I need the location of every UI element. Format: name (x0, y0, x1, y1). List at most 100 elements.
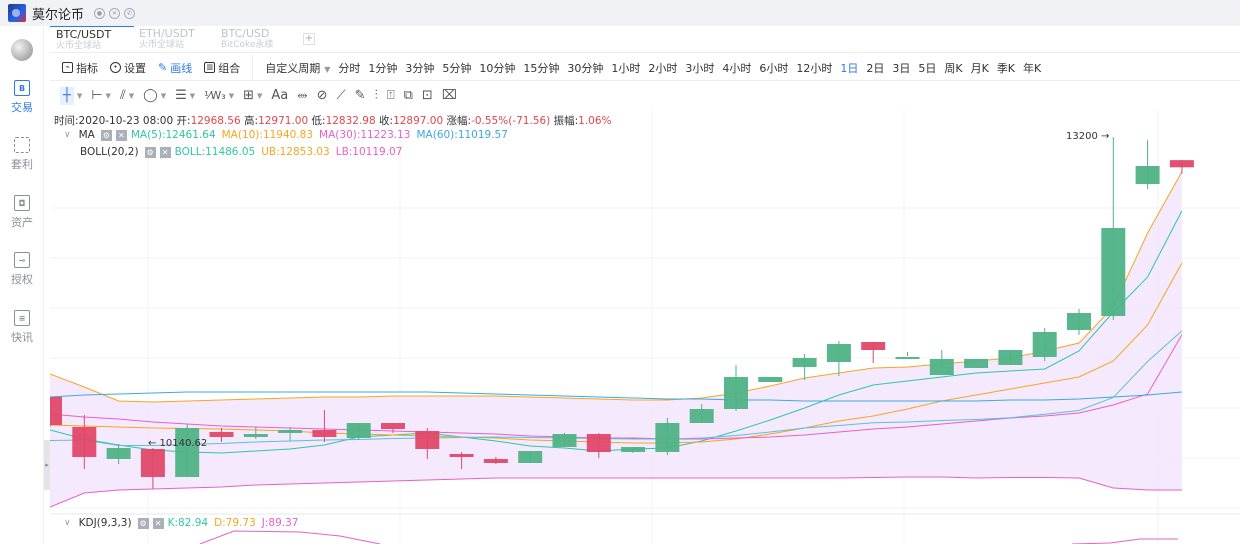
period-4h[interactable]: 4小时 (722, 61, 752, 75)
amplitude-value: 1.06% (578, 115, 612, 127)
boll-name: BOLL(20,2) (80, 146, 139, 158)
sidebar: B 交易 套利 ◘ 资产 ⊸ 授权 ≡ 快讯 (0, 26, 44, 544)
chevron-down-icon[interactable]: ∨ (64, 130, 71, 140)
sidebar-item-assets[interactable]: ◘ 资产 (0, 195, 44, 230)
open-label: 开: (176, 115, 191, 127)
period-3m[interactable]: 3分钟 (405, 61, 435, 75)
kline-chart[interactable] (50, 110, 1240, 544)
sidebar-item-label: 授权 (11, 273, 33, 286)
indicator-button[interactable]: ⌁ 指标 (62, 60, 98, 76)
text-tool[interactable]: Aa (271, 87, 288, 105)
rectangle-tool[interactable]: ⊞ ▼ (243, 87, 262, 105)
ohlc-info: 时间:2020-10-23 08:00 开:12968.56 高:12971.0… (54, 113, 612, 128)
period-fenshi[interactable]: 分时 (338, 61, 361, 75)
link-tool[interactable]: ⊘ (317, 87, 328, 105)
combo-button[interactable]: ▥ 组合 (204, 60, 240, 76)
sidebar-item-arbitrage[interactable]: 套利 (0, 137, 44, 172)
kdj-legend: ∨ KDJ(9,3,3) ⚙ ✕ K:82.94 D:79.73 J:89.37 (64, 517, 304, 529)
sidebar-item-label: 快讯 (11, 331, 33, 344)
chevron-down-icon: ▼ (160, 92, 167, 100)
sidebar-item-trade[interactable]: B 交易 (0, 80, 44, 115)
sidebar-logo[interactable] (11, 39, 33, 61)
chart-toolbar: ⌁ 指标 • 设置 ✎ 画线 ▥ 组合 自定义周期 ▼ 分时 1分钟 3分钟 5分… (50, 54, 1240, 81)
drawing-toolbar: ┼ ▼ ⊢ ▼ ⫽ ▼ ◯ ▼ ☰ ▼ ⅟W₃ ▼ ⊞ ▼ Aa ⥈ ⊘ ⟋ ✎ ⫶ ⍐ ⧉ … (50, 84, 1240, 108)
ma-close-button[interactable]: ✕ (115, 129, 127, 141)
add-tab-button[interactable]: + (303, 33, 315, 45)
parallel-lines-icon: ⫽ (119, 88, 126, 103)
ellipse-tool[interactable]: ◯ ▼ (143, 87, 166, 105)
combo-label: 组合 (218, 61, 241, 75)
period-1m[interactable]: 1分钟 (368, 61, 398, 75)
boll-settings-button[interactable]: ⚙ (144, 146, 156, 158)
period-30m[interactable]: 30分钟 (567, 61, 604, 75)
title-bar: 莫尔论币 ● ✕ ✆ (0, 0, 1240, 26)
parallel-lines-tool[interactable]: ⫽ ▼ (120, 87, 134, 105)
chart-line-icon: ⌁ (62, 62, 73, 73)
record-icon[interactable]: ● (94, 7, 106, 19)
sidebar-item-authorize[interactable]: ⊸ 授权 (0, 252, 44, 287)
kdj-close-button[interactable]: ✕ (152, 517, 164, 529)
ruler-tool[interactable]: ⟋ (337, 87, 346, 105)
open-value: 12968.56 (190, 115, 241, 127)
period-3d[interactable]: 3日 (892, 61, 911, 75)
period-quarter[interactable]: 季K (996, 61, 1016, 75)
period-1d[interactable]: 1日 (840, 61, 859, 75)
horizontal-ray-tool[interactable]: ⊢ ▼ (91, 87, 111, 105)
change-value: -0.55%(-71.56) (471, 115, 551, 127)
lock-tool[interactable]: ⍐ (387, 87, 395, 105)
chevron-down-icon: ▼ (189, 92, 196, 100)
arbitrage-icon (14, 137, 30, 153)
period-15m[interactable]: 15分钟 (523, 61, 560, 75)
tab-btc-usd[interactable]: BTC/USD BitCoke永续 (215, 28, 299, 53)
sidebar-collapse-handle[interactable]: ▸ (44, 440, 50, 490)
candlestick-chart[interactable] (50, 110, 1240, 544)
magnet-tool[interactable]: ⫶ (375, 87, 378, 105)
ma30-value: MA(30):11223.13 (319, 129, 411, 141)
kdj-settings-button[interactable]: ⚙ (137, 517, 149, 529)
tab-eth-usdt[interactable]: ETH/USDT 火币全球站 (133, 28, 217, 53)
period-month[interactable]: 月K (970, 61, 989, 75)
fibonacci-tool[interactable]: ☰ ▼ (175, 87, 195, 105)
period-week[interactable]: 周K (944, 61, 963, 75)
period-5m[interactable]: 5分钟 (442, 61, 472, 75)
horizontal-ray-icon: ⊢ (91, 88, 103, 103)
boll-close-button[interactable]: ✕ (159, 146, 171, 158)
period-2d[interactable]: 2日 (866, 61, 885, 75)
fibonacci-icon: ☰ (175, 88, 187, 103)
phone-icon[interactable]: ✆ (124, 7, 136, 19)
app-logo (8, 4, 26, 22)
settings-button[interactable]: • 设置 (110, 60, 146, 76)
period-2h[interactable]: 2小时 (648, 61, 678, 75)
gear-icon: • (110, 62, 121, 73)
brush-tool[interactable]: ✎ (355, 87, 366, 105)
period-10m[interactable]: 10分钟 (479, 61, 516, 75)
chevron-down-icon: ▼ (324, 64, 331, 74)
crosshair-tool[interactable]: ┼ ▼ (60, 87, 82, 105)
ma-settings-button[interactable]: ⚙ (100, 129, 112, 141)
ma60-value: MA(60):11019.57 (416, 129, 508, 141)
wave-tool[interactable]: ⅟W₃ ▼ (204, 87, 234, 105)
tab-btc-usdt[interactable]: BTC/USDT 火币全球站 (50, 26, 134, 51)
period-5d[interactable]: 5日 (918, 61, 937, 75)
path-icon: ⥈ (297, 88, 308, 103)
period-1h[interactable]: 1小时 (611, 61, 641, 75)
period-12h[interactable]: 12小时 (796, 61, 833, 75)
custom-period-dropdown[interactable]: 自定义周期 ▼ (265, 60, 330, 76)
ma10-value: MA(10):11940.83 (221, 129, 314, 141)
magnet-icon: ⫶ (374, 88, 378, 103)
boll-mid-value: BOLL:11486.05 (174, 146, 256, 158)
sidebar-item-news[interactable]: ≡ 快讯 (0, 310, 44, 345)
period-year[interactable]: 年K (1023, 61, 1042, 75)
delete-tool[interactable]: ⌧ (442, 87, 457, 105)
draw-button[interactable]: ✎ 画线 (158, 60, 192, 76)
chevron-down-icon[interactable]: ∨ (64, 518, 71, 528)
layout-tool[interactable]: ⊡ (422, 87, 433, 105)
path-tool[interactable]: ⥈ (297, 87, 307, 105)
copy-tool[interactable]: ⧉ (404, 87, 413, 105)
period-3h[interactable]: 3小时 (685, 61, 715, 75)
low-label: 低: (311, 115, 326, 127)
ruler-icon: ⟋ (336, 88, 346, 103)
change-label: 涨幅: (446, 115, 472, 127)
period-6h[interactable]: 6小时 (759, 61, 789, 75)
shield-icon[interactable]: ✕ (109, 7, 121, 19)
